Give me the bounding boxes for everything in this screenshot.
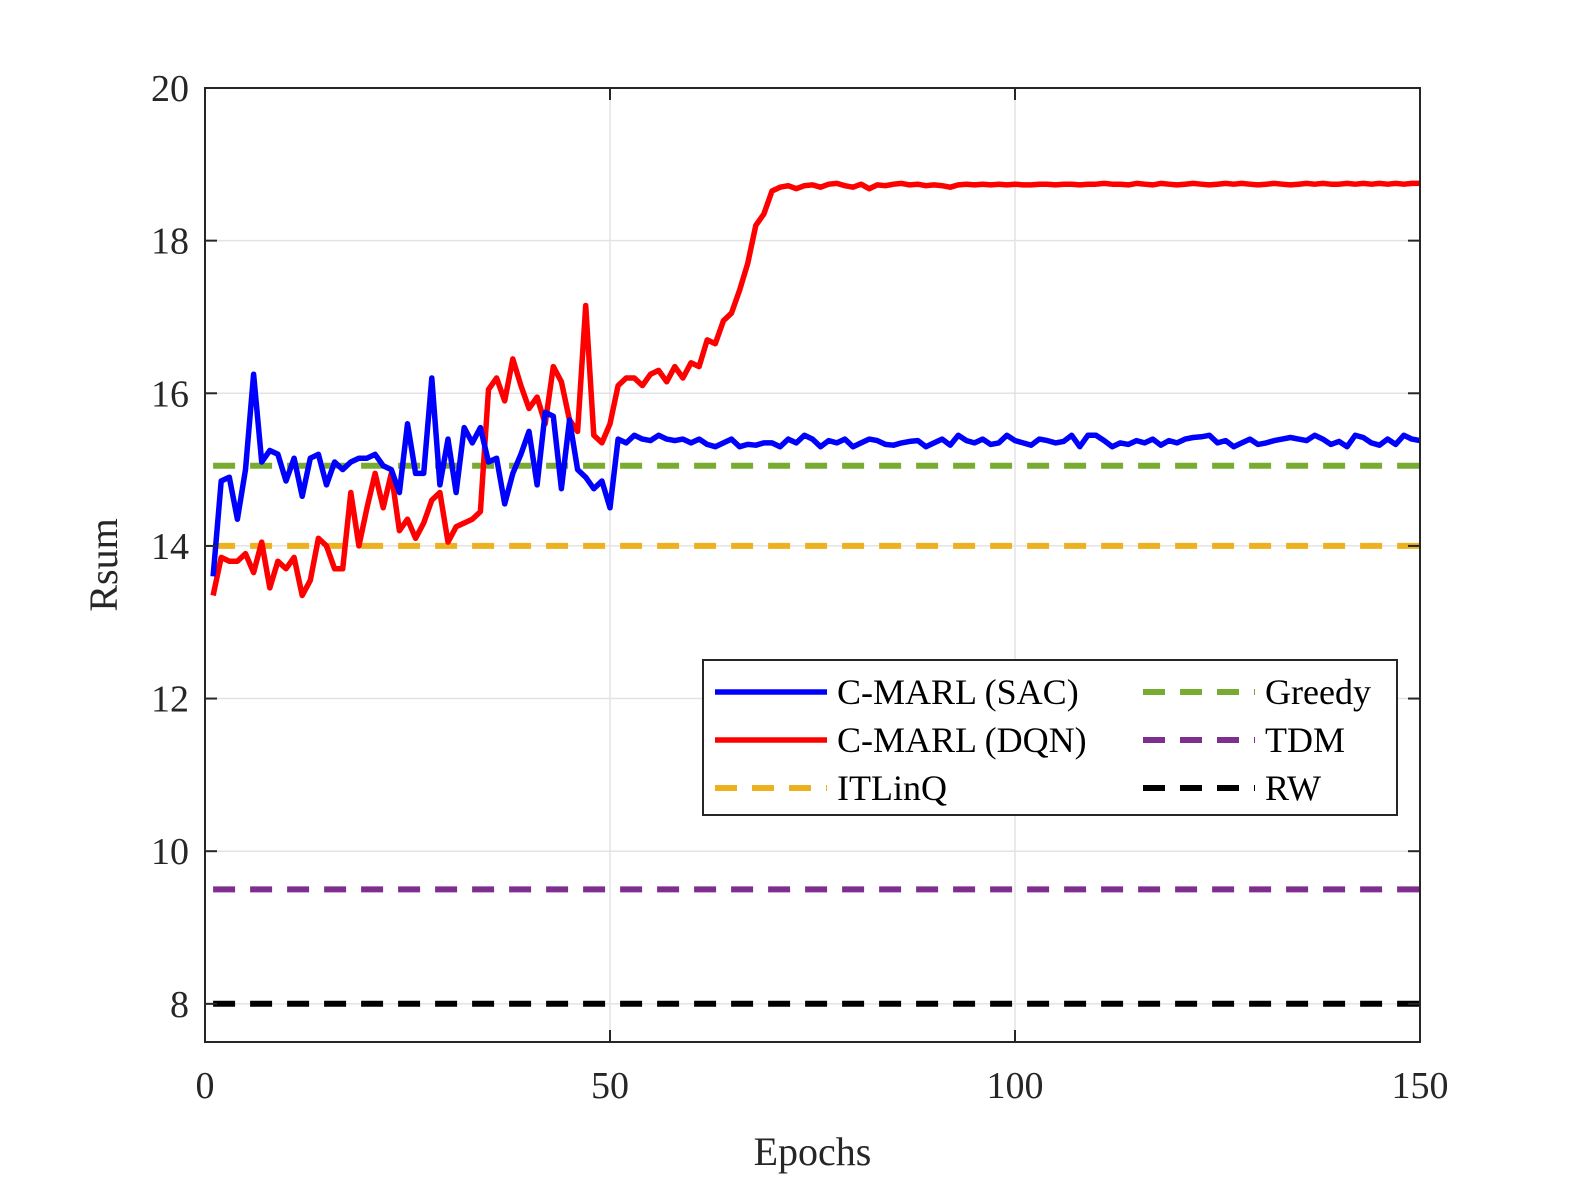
ticks: 0 50 100 150 8 10 12 14 16 18 20 <box>151 68 1449 1107</box>
y-tick-label: 18 <box>151 221 189 263</box>
y-tick-label: 12 <box>151 679 189 721</box>
y-axis-label: Rsum <box>81 518 126 611</box>
x-tick-label: 50 <box>591 1065 629 1107</box>
legend-label-tdm: TDM <box>1265 720 1345 760</box>
y-tick-label: 8 <box>170 984 189 1026</box>
x-tick-label: 100 <box>987 1065 1044 1107</box>
y-tick-label: 16 <box>151 373 189 415</box>
y-tick-label: 20 <box>151 68 189 110</box>
x-tick-label: 150 <box>1392 1065 1449 1107</box>
y-tick-label: 14 <box>151 526 189 568</box>
y-tick-label: 10 <box>151 831 189 873</box>
legend-label-itlinq: ITLinQ <box>837 768 947 808</box>
legend: C-MARL (SAC) C-MARL (DQN) ITLinQ Greedy TDM R… <box>702 659 1398 816</box>
plot-frame <box>204 87 1421 1043</box>
x-axis-label: Epochs <box>754 1129 872 1174</box>
legend-label-greedy: Greedy <box>1265 672 1371 712</box>
legend-label-rw: RW <box>1265 768 1321 808</box>
legend-label-c-marl-sac: C-MARL (SAC) <box>837 672 1079 712</box>
legend-label-c-marl-dqn: C-MARL (DQN) <box>837 720 1087 760</box>
x-tick-label: 0 <box>196 1065 215 1107</box>
series-line-c-marl-sac <box>210 371 1421 577</box>
series-line-c-marl-dqn <box>210 180 1420 599</box>
series-layer <box>210 180 1421 1007</box>
